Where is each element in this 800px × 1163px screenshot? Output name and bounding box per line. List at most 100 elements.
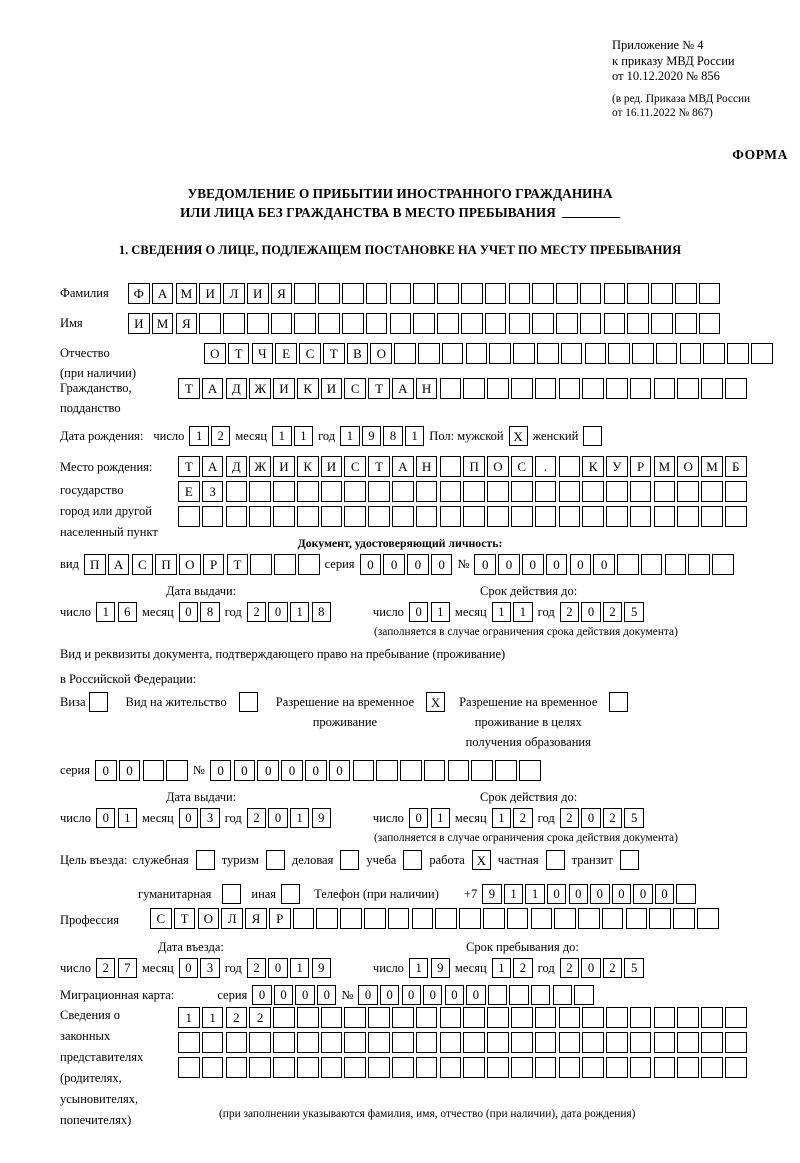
char-cell[interactable] [606,378,628,399]
char-cell[interactable] [435,908,457,929]
char-cell[interactable] [413,313,435,334]
char-cell[interactable] [674,283,697,304]
char-cell[interactable] [463,1007,485,1028]
char-cell[interactable]: 8 [383,426,403,446]
char-cell[interactable] [320,506,343,527]
char-cell[interactable] [560,343,583,364]
char-cell[interactable] [441,343,464,364]
char-cell[interactable] [530,908,553,929]
char-cell[interactable] [579,313,602,334]
char-cell[interactable]: 2 [559,808,580,828]
char-cell[interactable] [510,378,533,399]
char-cell[interactable] [178,506,200,527]
char-cell[interactable]: К [296,378,319,399]
char-cell[interactable]: 0 [96,808,116,828]
char-cell[interactable] [655,343,678,364]
char-cell[interactable] [582,378,604,399]
char-cell[interactable]: П [463,456,485,477]
char-cell[interactable] [582,481,604,502]
char-cell[interactable]: 0 [295,985,315,1005]
char-cell[interactable] [320,1007,343,1028]
char-cell[interactable] [518,760,541,781]
char-cell[interactable] [344,1057,367,1078]
char-cell[interactable] [664,554,687,575]
char-cell[interactable] [297,554,320,575]
char-cell[interactable] [342,283,364,304]
char-cell[interactable] [629,481,652,502]
char-cell[interactable]: Л [221,908,243,929]
char-cell[interactable] [582,1032,604,1053]
char-cell[interactable]: Р [202,554,225,575]
char-cell[interactable] [556,313,578,334]
char-cell[interactable]: М [701,456,723,477]
char-cell[interactable] [296,506,319,527]
char-cell[interactable]: 9 [430,958,450,978]
char-cell[interactable] [273,481,295,502]
char-cell[interactable]: О [487,456,509,477]
char-cell[interactable] [249,1057,271,1078]
char-cell[interactable] [394,343,416,364]
char-cell[interactable] [482,908,505,929]
char-cell[interactable] [679,343,702,364]
char-cell[interactable]: 0 [252,985,272,1005]
char-cell[interactable] [688,554,711,575]
char-cell[interactable]: И [199,283,221,304]
char-cell[interactable]: 0 [178,958,199,978]
char-cell[interactable] [471,760,494,781]
char-cell[interactable]: К [582,456,604,477]
char-cell[interactable] [608,343,630,364]
char-cell[interactable] [703,343,725,364]
char-cell[interactable]: 1 [201,1007,224,1028]
char-cell[interactable] [674,313,697,334]
char-cell[interactable]: А [201,378,224,399]
char-cell[interactable] [651,283,673,304]
char-cell[interactable]: 9 [361,426,382,446]
char-cell[interactable]: 2 [602,958,623,978]
char-cell[interactable]: 5 [624,808,644,828]
char-cell[interactable]: 1 [340,426,360,446]
char-cell[interactable] [178,1032,200,1053]
char-cell[interactable] [273,1032,295,1053]
char-cell[interactable] [606,1032,628,1053]
char-cell[interactable]: 0 [359,554,382,575]
char-cell[interactable] [698,313,721,334]
char-cell[interactable] [508,283,531,304]
char-cell[interactable]: Е [275,343,297,364]
purpose-other-checkbox[interactable] [281,884,301,904]
char-cell[interactable]: 1 [293,426,314,446]
char-cell[interactable] [487,985,508,1005]
char-cell[interactable] [617,554,639,575]
char-cell[interactable]: И [246,283,269,304]
char-cell[interactable] [724,506,747,527]
char-cell[interactable] [510,1032,533,1053]
char-cell[interactable]: 0 [590,884,610,904]
char-cell[interactable] [296,1057,319,1078]
char-cell[interactable] [294,313,317,334]
char-cell[interactable] [532,283,554,304]
char-cell[interactable] [653,506,676,527]
char-cell[interactable] [489,343,511,364]
permit-visa-checkbox[interactable] [88,692,108,712]
char-cell[interactable] [225,506,248,527]
char-cell[interactable]: 5 [624,602,644,622]
char-cell[interactable] [606,1057,628,1078]
char-cell[interactable]: 0 [328,760,351,781]
char-cell[interactable]: 8 [200,602,220,622]
char-cell[interactable] [292,908,315,929]
char-cell[interactable] [296,481,319,502]
char-cell[interactable]: О [179,554,201,575]
char-cell[interactable] [582,506,604,527]
char-cell[interactable]: 0 [233,760,256,781]
char-cell[interactable] [249,1032,271,1053]
char-cell[interactable]: 0 [317,985,337,1005]
char-cell[interactable] [439,378,462,399]
char-cell[interactable] [400,760,422,781]
char-cell[interactable]: М [175,283,198,304]
